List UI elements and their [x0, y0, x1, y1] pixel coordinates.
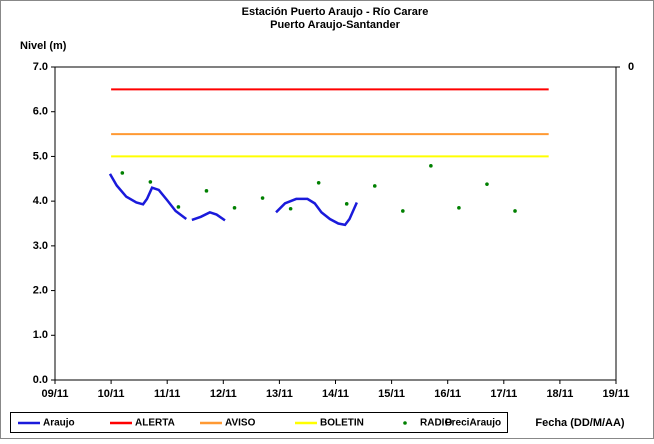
radio-point	[485, 182, 489, 186]
y2-tick-label: 0	[628, 61, 634, 73]
radio-point	[288, 206, 293, 211]
legend-label: PreciAraujo	[445, 418, 501, 429]
y-tick-label: 2.0	[33, 284, 48, 296]
radio-point	[401, 209, 405, 213]
chart-subtitle: Puerto Araujo-Santander	[270, 19, 400, 31]
y-tick-label: 3.0	[33, 240, 48, 252]
radio-point	[429, 164, 433, 168]
legend-swatch	[403, 421, 407, 425]
x-tick-label: 18/11	[546, 388, 573, 400]
y-axis-label: Nivel (m)	[20, 40, 67, 52]
x-tick-label: 13/11	[266, 388, 293, 400]
radio-point	[176, 205, 181, 209]
legend	[10, 412, 508, 433]
series-line	[108, 173, 358, 227]
y-tick-label: 4.0	[33, 195, 48, 207]
radio-point	[148, 180, 153, 184]
x-tick-label: 17/11	[490, 388, 517, 400]
legend-label: AVISO	[225, 418, 256, 429]
radio-point	[232, 206, 237, 210]
y-tick-label: 6.0	[33, 106, 48, 118]
y-tick-label: 1.0	[33, 329, 48, 341]
chart-title: Estación Puerto Araujo - Río Carare	[242, 6, 429, 18]
radio-point	[513, 209, 517, 213]
radio-point	[260, 196, 265, 200]
radio-point	[204, 189, 209, 193]
y-tick-label: 7.0	[33, 61, 48, 73]
legend-label: Araujo	[43, 418, 75, 429]
x-tick-label: 15/11	[378, 388, 405, 400]
radio-point	[457, 206, 461, 210]
legend-label: ALERTA	[135, 418, 175, 429]
x-tick-label: 10/11	[98, 388, 125, 400]
legend-label: RADIO	[420, 418, 452, 429]
x-tick-label: 16/11	[434, 388, 461, 400]
x-tick-label: 09/11	[42, 388, 69, 400]
radio-point	[316, 181, 321, 185]
x-axis-label: Fecha (DD/M/AA)	[535, 417, 625, 429]
y-tick-label: 0.0	[33, 374, 48, 386]
x-tick-label: 12/11	[210, 388, 237, 400]
radio-point	[372, 184, 377, 188]
x-tick-label: 11/11	[154, 388, 180, 400]
radio-point	[344, 202, 349, 206]
legend-label: BOLETIN	[320, 418, 364, 429]
x-tick-label: 19/11	[603, 388, 630, 400]
radio-point	[120, 171, 125, 175]
y-tick-label: 5.0	[33, 150, 48, 162]
x-tick-label: 14/11	[322, 388, 349, 400]
